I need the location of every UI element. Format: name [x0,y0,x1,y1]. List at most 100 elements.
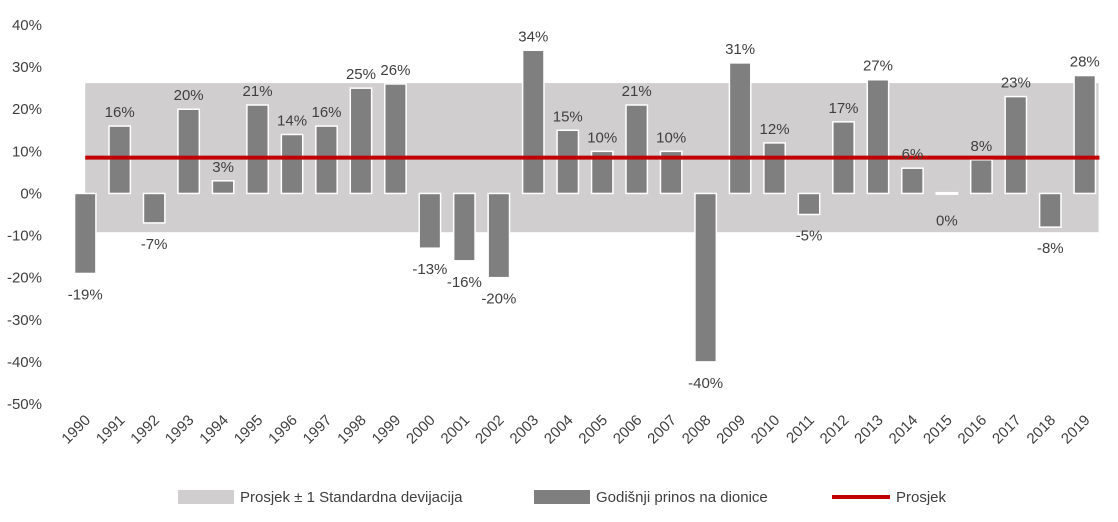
y-tick-label: 20% [12,101,42,118]
data-label-2000: -13% [412,261,447,278]
x-tick-label: 1997 [300,412,336,448]
bar-2013 [866,78,890,195]
x-tick-label: 2012 [817,412,853,448]
data-label-2016: 8% [971,138,993,155]
data-label-1992: -7% [141,236,168,253]
bar-1991 [108,125,132,195]
bar-2001 [452,192,476,262]
data-label-1999: 26% [380,62,410,79]
data-label-2003: 34% [518,28,548,45]
x-tick-label: 1990 [58,412,94,448]
x-tick-label: 1995 [231,412,267,448]
x-tick-label: 2003 [507,412,543,448]
y-tick-label: 40% [12,17,42,34]
x-tick-label: 1998 [334,412,370,448]
data-label-2010: 12% [760,121,790,138]
x-tick-label: 2010 [748,412,784,448]
legend: Prosjek ± 1 Standardna devijacija Godišn… [178,489,947,506]
y-tick-label: -30% [7,312,42,329]
y-tick-label: -40% [7,354,42,371]
data-label-2013: 27% [863,58,893,75]
x-tick-label: 2005 [575,412,611,448]
y-axis-ticks: 40% 30% 20% 10% 0% -10% -20% -30% -40% -50% [7,17,42,413]
x-tick-label: 1996 [265,412,301,448]
bar-1996 [280,133,304,195]
data-label-2001: -16% [447,274,482,291]
data-label-2005: 10% [587,129,617,146]
data-label-2017: 23% [1001,75,1031,92]
x-tick-label: 1994 [196,412,232,448]
bar-1998 [349,87,373,195]
x-tick-label: 2018 [1024,412,1060,448]
data-label-1991: 16% [105,104,135,121]
x-tick-label: 1999 [369,412,405,448]
data-label-2004: 15% [553,108,583,125]
bar-2015 [935,191,959,195]
x-tick-label: 2014 [886,412,922,448]
data-label-1997: 16% [311,104,341,121]
y-tick-label: -20% [7,270,42,287]
x-tick-label: 2019 [1058,412,1094,448]
data-label-2009: 31% [725,41,755,58]
data-label-2012: 17% [828,100,858,117]
legend-band-label: Prosjek ± 1 Standardna devijacija [240,489,463,506]
data-label-2019: 28% [1070,54,1100,71]
x-tick-label: 2015 [920,412,956,448]
data-label-1990: -19% [68,286,103,303]
data-label-1994: 3% [212,159,234,176]
x-tick-label: 2007 [644,412,680,448]
data-label-1993: 20% [174,87,204,104]
bar-2003 [521,49,545,195]
data-label-2018: -8% [1037,240,1064,257]
x-tick-label: 2016 [955,412,991,448]
y-tick-label: -50% [7,396,42,413]
data-label-2011: -5% [796,228,823,245]
x-tick-label: 1992 [127,412,163,448]
data-label-2002: -20% [481,291,516,308]
x-tick-label: 2002 [472,412,508,448]
data-labels: -19%16%-7%20%3%21%14% 16%25% 26%-13%-16%-2… [68,28,1100,392]
bar-layer [73,49,1097,363]
bar-2005 [590,150,614,195]
x-tick-label: 2004 [541,412,577,448]
y-tick-label: 30% [12,59,42,76]
x-tick-label: 2009 [713,412,749,448]
bar-1999 [383,83,407,195]
legend-band-swatch [178,490,234,504]
bar-2018 [1038,192,1062,228]
bar-2017 [1004,95,1028,195]
bar-2019 [1073,74,1097,195]
x-tick-label: 1993 [162,412,198,448]
bar-1992 [142,192,166,224]
x-tick-label: 2001 [438,412,474,448]
bar-2014 [900,167,924,195]
x-tick-label: 2006 [610,412,646,448]
x-axis-ticks: 1990199119921993199419951996199719981999… [58,412,1093,448]
bar-2016 [969,159,993,195]
bar-2004 [556,129,580,195]
y-tick-label: -10% [7,228,42,245]
data-label-2015: 0% [936,212,958,229]
legend-bar-swatch [534,490,590,504]
x-tick-label: 2011 [783,412,818,447]
y-tick-label: 10% [12,143,42,160]
bar-2002 [487,192,511,279]
x-tick-label: 1991 [93,412,129,448]
bar-1997 [315,125,338,195]
x-tick-label: 2017 [989,412,1025,448]
bar-1994 [211,180,235,195]
bar-2007 [659,150,683,195]
data-label-1998: 25% [346,66,376,83]
bar-1993 [177,108,201,195]
bar-2008 [694,192,718,363]
x-tick-label: 2008 [679,412,715,448]
data-label-2014: 6% [902,146,924,163]
bar-2009 [728,62,752,195]
legend-bar-label: Godišnji prinos na dionice [596,489,768,506]
y-tick-label: 0% [20,185,42,202]
bar-2006 [625,104,649,195]
bar-2010 [763,142,787,195]
bar-1995 [246,104,270,195]
bar-1990 [73,192,97,275]
